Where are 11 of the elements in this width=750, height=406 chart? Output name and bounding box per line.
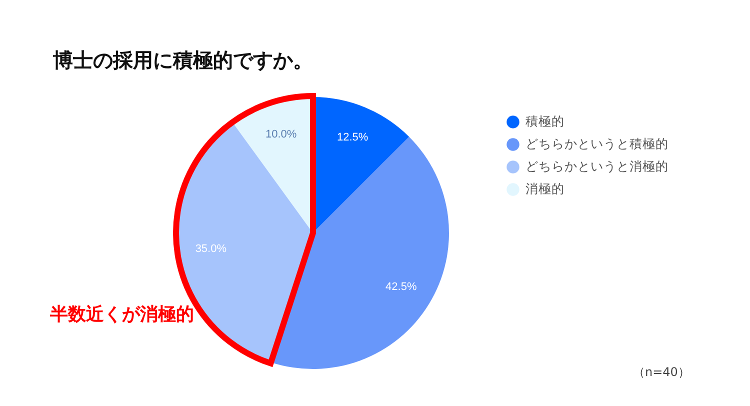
chart-title: 博士の採用に積極的ですか。 — [53, 48, 313, 72]
legend-label: どちらかというと積極的 — [526, 136, 668, 151]
data-label: 42.5% — [386, 281, 417, 294]
data-label: 35.0% — [195, 243, 227, 256]
data-label: 12.5% — [336, 132, 368, 144]
data-label: 10.0% — [265, 128, 297, 141]
legend-label: どちらかというと消極的 — [526, 158, 668, 174]
legend-label: 積極的 — [526, 113, 564, 128]
text: 半数近くが消極的 — [50, 304, 194, 326]
text: （n=40） — [633, 364, 690, 380]
legend-label: 消極的 — [526, 180, 564, 196]
